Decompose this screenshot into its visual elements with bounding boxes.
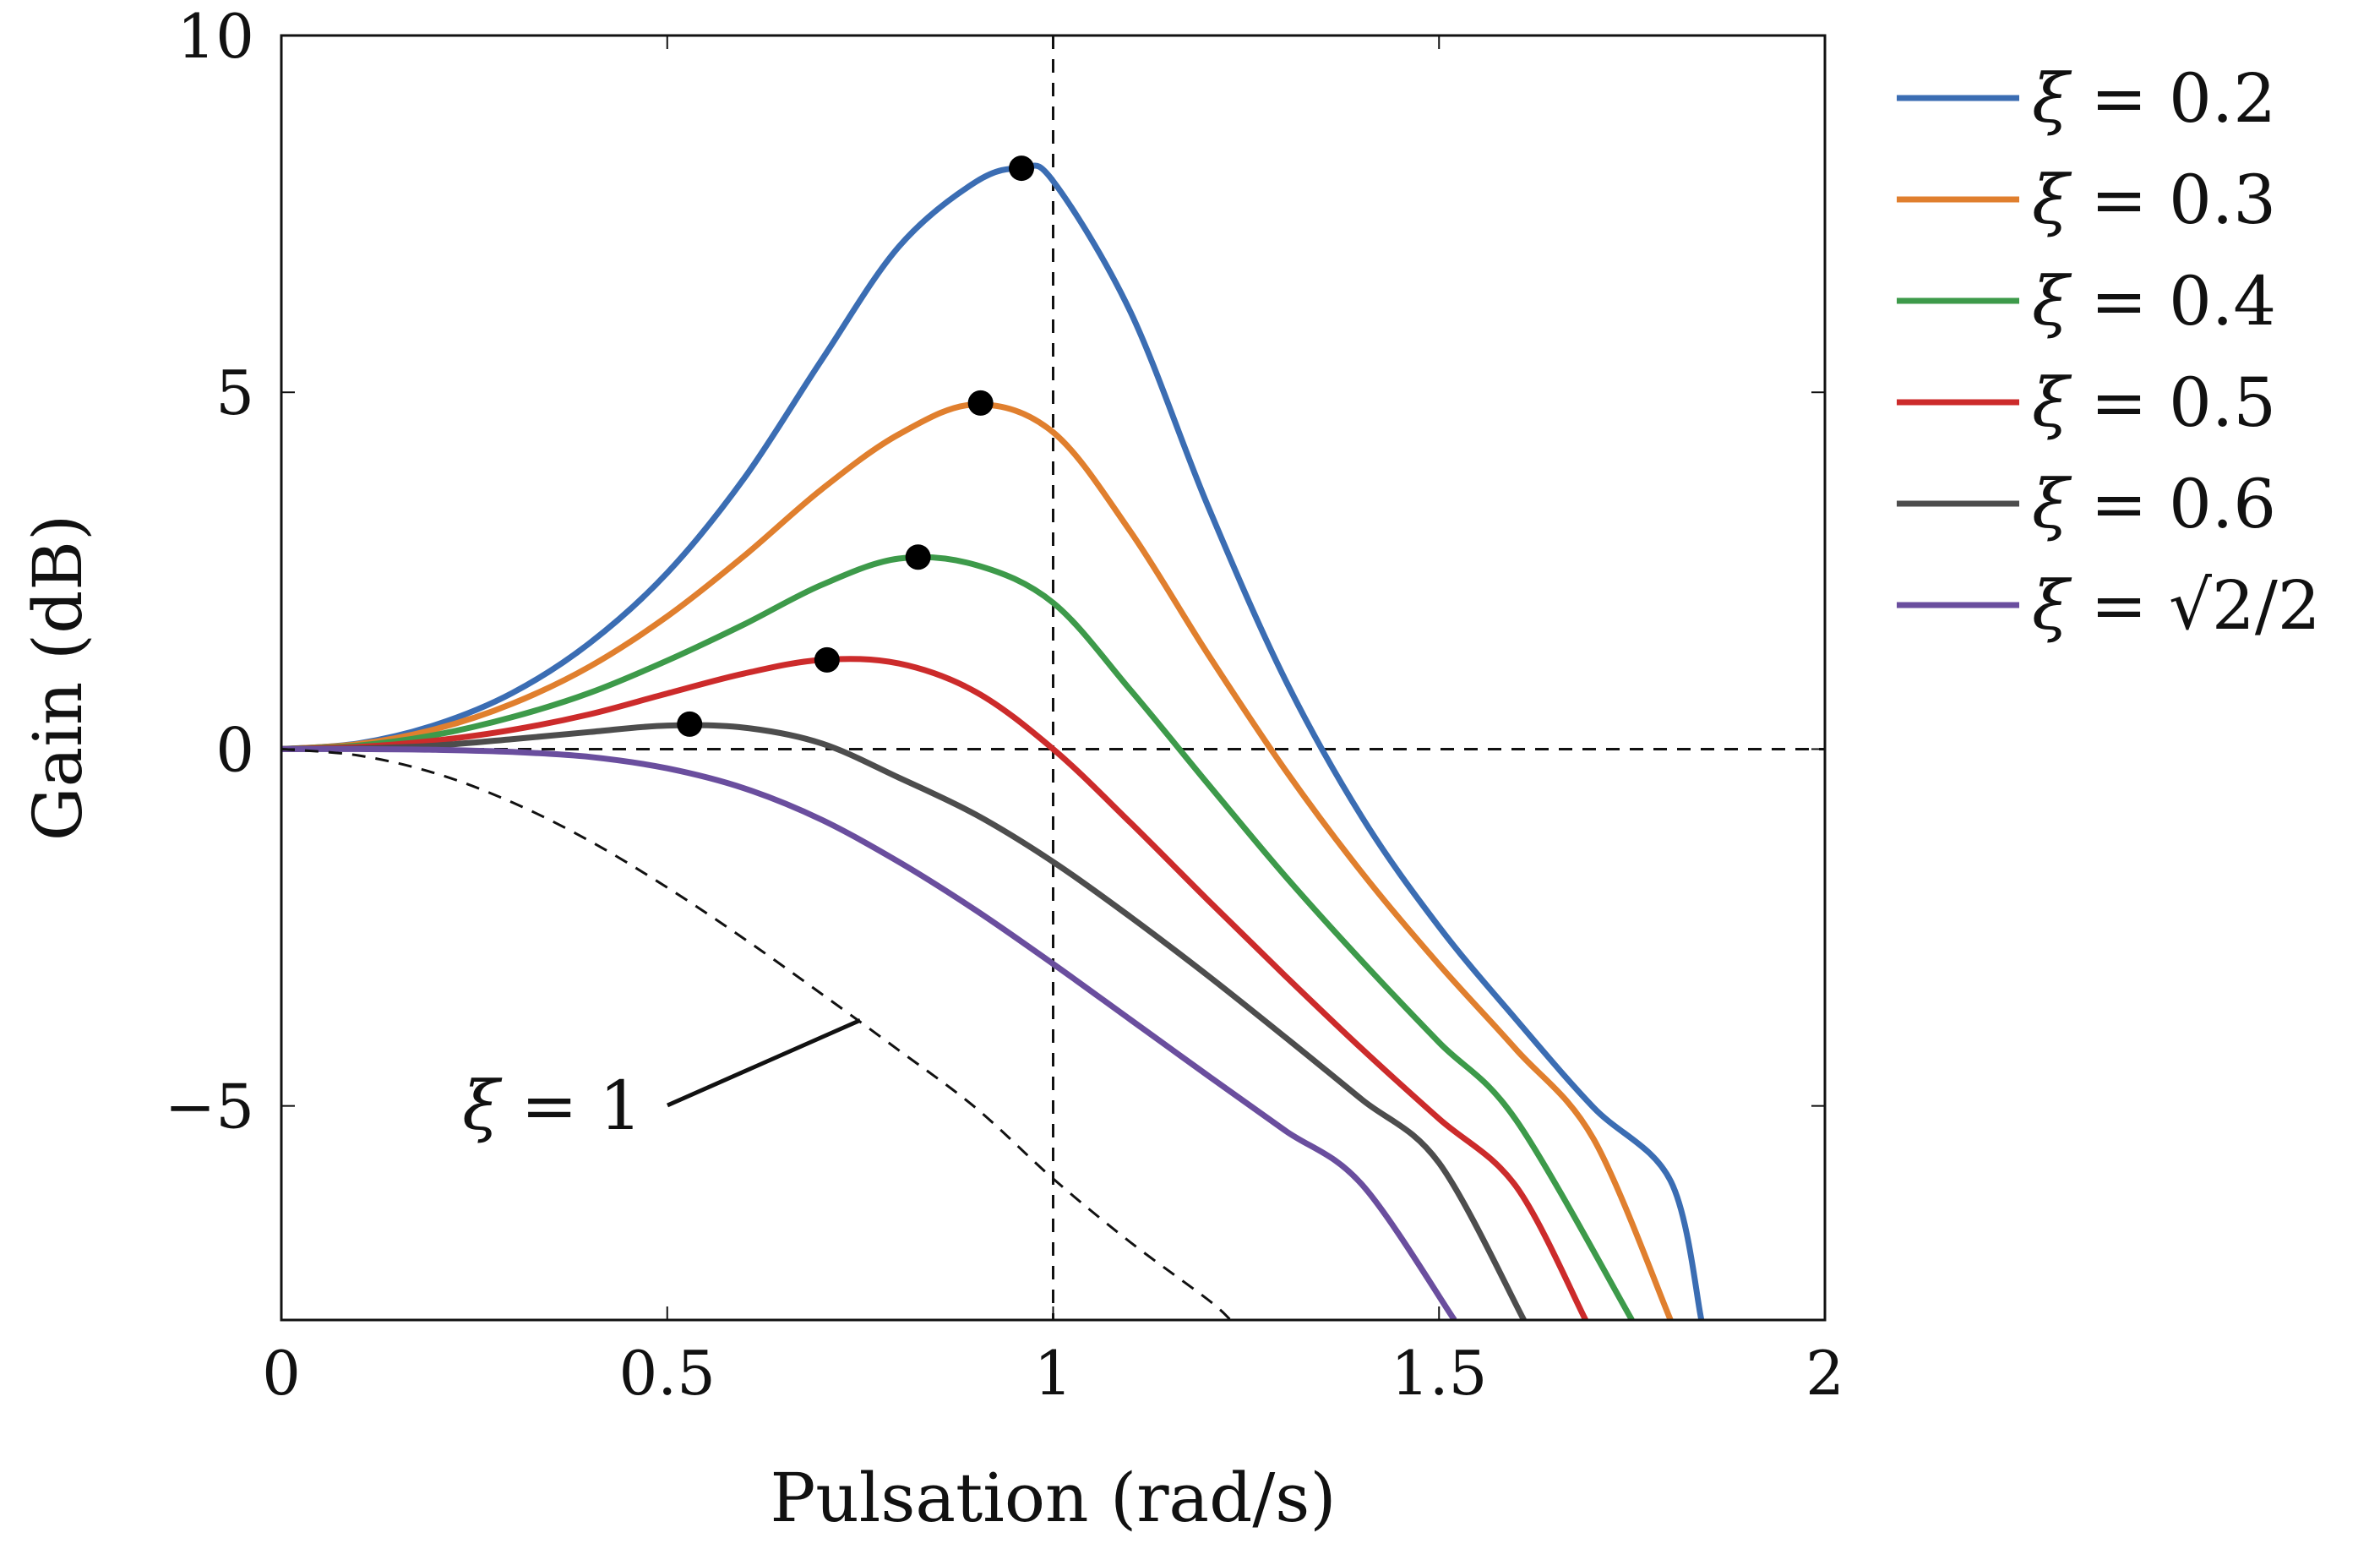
reference-lines [281, 35, 1825, 1320]
annotation-xi-1: ξ = 1 [462, 1018, 862, 1145]
legend-entry: ξ = 0.3 [1897, 161, 2276, 239]
legend: ξ = 0.2 ξ = 0.3 ξ = 0.4 ξ = 0.5 ξ = 0.6 ξ = √… [1897, 59, 2321, 645]
x-axis-label: Pulsation (rad/s) [770, 1459, 1336, 1537]
y-tick-label: 10 [177, 1, 254, 72]
series-line-0-3 [281, 401, 1674, 1320]
x-tick-label: 1 [1034, 1338, 1073, 1409]
peak-marker [677, 711, 703, 737]
legend-label: ξ = 0.5 [2032, 363, 2276, 442]
axis-ticks [280, 35, 1826, 1320]
peak-marker [814, 646, 840, 673]
legend-label: ξ = 0.6 [2032, 465, 2276, 543]
series-line-0-2 [281, 162, 1705, 1320]
series-lines [281, 162, 1705, 1320]
legend-entry: ξ = 0.2 [1897, 59, 2276, 138]
legend-label: ξ = 0.2 [2032, 59, 2276, 138]
x-tick-labels: 0 0.5 1 1.5 2 [262, 1338, 1844, 1409]
peak-markers [677, 155, 1035, 737]
legend-label: ξ = 0.3 [2032, 161, 2276, 239]
series-line-0-6 [281, 722, 1527, 1320]
legend-label: ξ = 0.4 [2032, 262, 2276, 341]
y-tick-label: −5 [165, 1072, 254, 1143]
series-line-0-4 [281, 554, 1635, 1320]
y-tick-label: 0 [215, 714, 254, 785]
series-line-0-7071 [281, 745, 1457, 1320]
legend-label: ξ = √2/2 [2032, 566, 2321, 645]
x-tick-label: 0.5 [618, 1338, 716, 1409]
y-axis-label: Gain (dB) [19, 515, 97, 842]
peak-marker [905, 544, 931, 570]
legend-entry: ξ = 0.6 [1897, 465, 2276, 543]
legend-entry: ξ = 0.4 [1897, 262, 2276, 341]
series-line-1 [281, 747, 1232, 1320]
annotation-label: ξ = 1 [462, 1066, 642, 1145]
y-tick-label: 5 [215, 357, 254, 428]
peak-marker [1009, 155, 1035, 182]
y-tick-labels: −5 0 5 10 [165, 1, 254, 1143]
legend-entry: ξ = 0.5 [1897, 363, 2276, 442]
x-tick-label: 1.5 [1391, 1338, 1488, 1409]
peak-marker [967, 390, 994, 416]
annotation-pointer [666, 1018, 862, 1108]
x-tick-label: 2 [1805, 1338, 1844, 1409]
x-tick-label: 0 [262, 1338, 301, 1409]
series-line-0-5 [281, 656, 1588, 1320]
legend-entry: ξ = √2/2 [1897, 566, 2321, 645]
